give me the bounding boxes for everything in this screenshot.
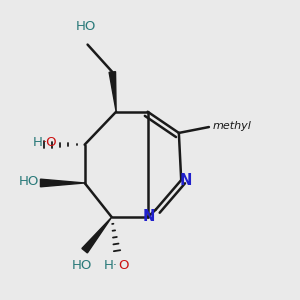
Polygon shape xyxy=(109,72,116,112)
Text: HO: HO xyxy=(71,259,92,272)
Text: N: N xyxy=(142,209,155,224)
Polygon shape xyxy=(82,217,112,253)
Text: HO: HO xyxy=(19,175,39,188)
Text: O: O xyxy=(118,259,128,272)
Text: ·O: ·O xyxy=(43,136,58,149)
Text: HO: HO xyxy=(76,20,96,33)
Text: H·: H· xyxy=(104,259,118,272)
Polygon shape xyxy=(40,179,85,187)
Text: N: N xyxy=(179,172,191,188)
Text: H: H xyxy=(33,136,43,149)
Text: methyl: methyl xyxy=(212,122,251,131)
